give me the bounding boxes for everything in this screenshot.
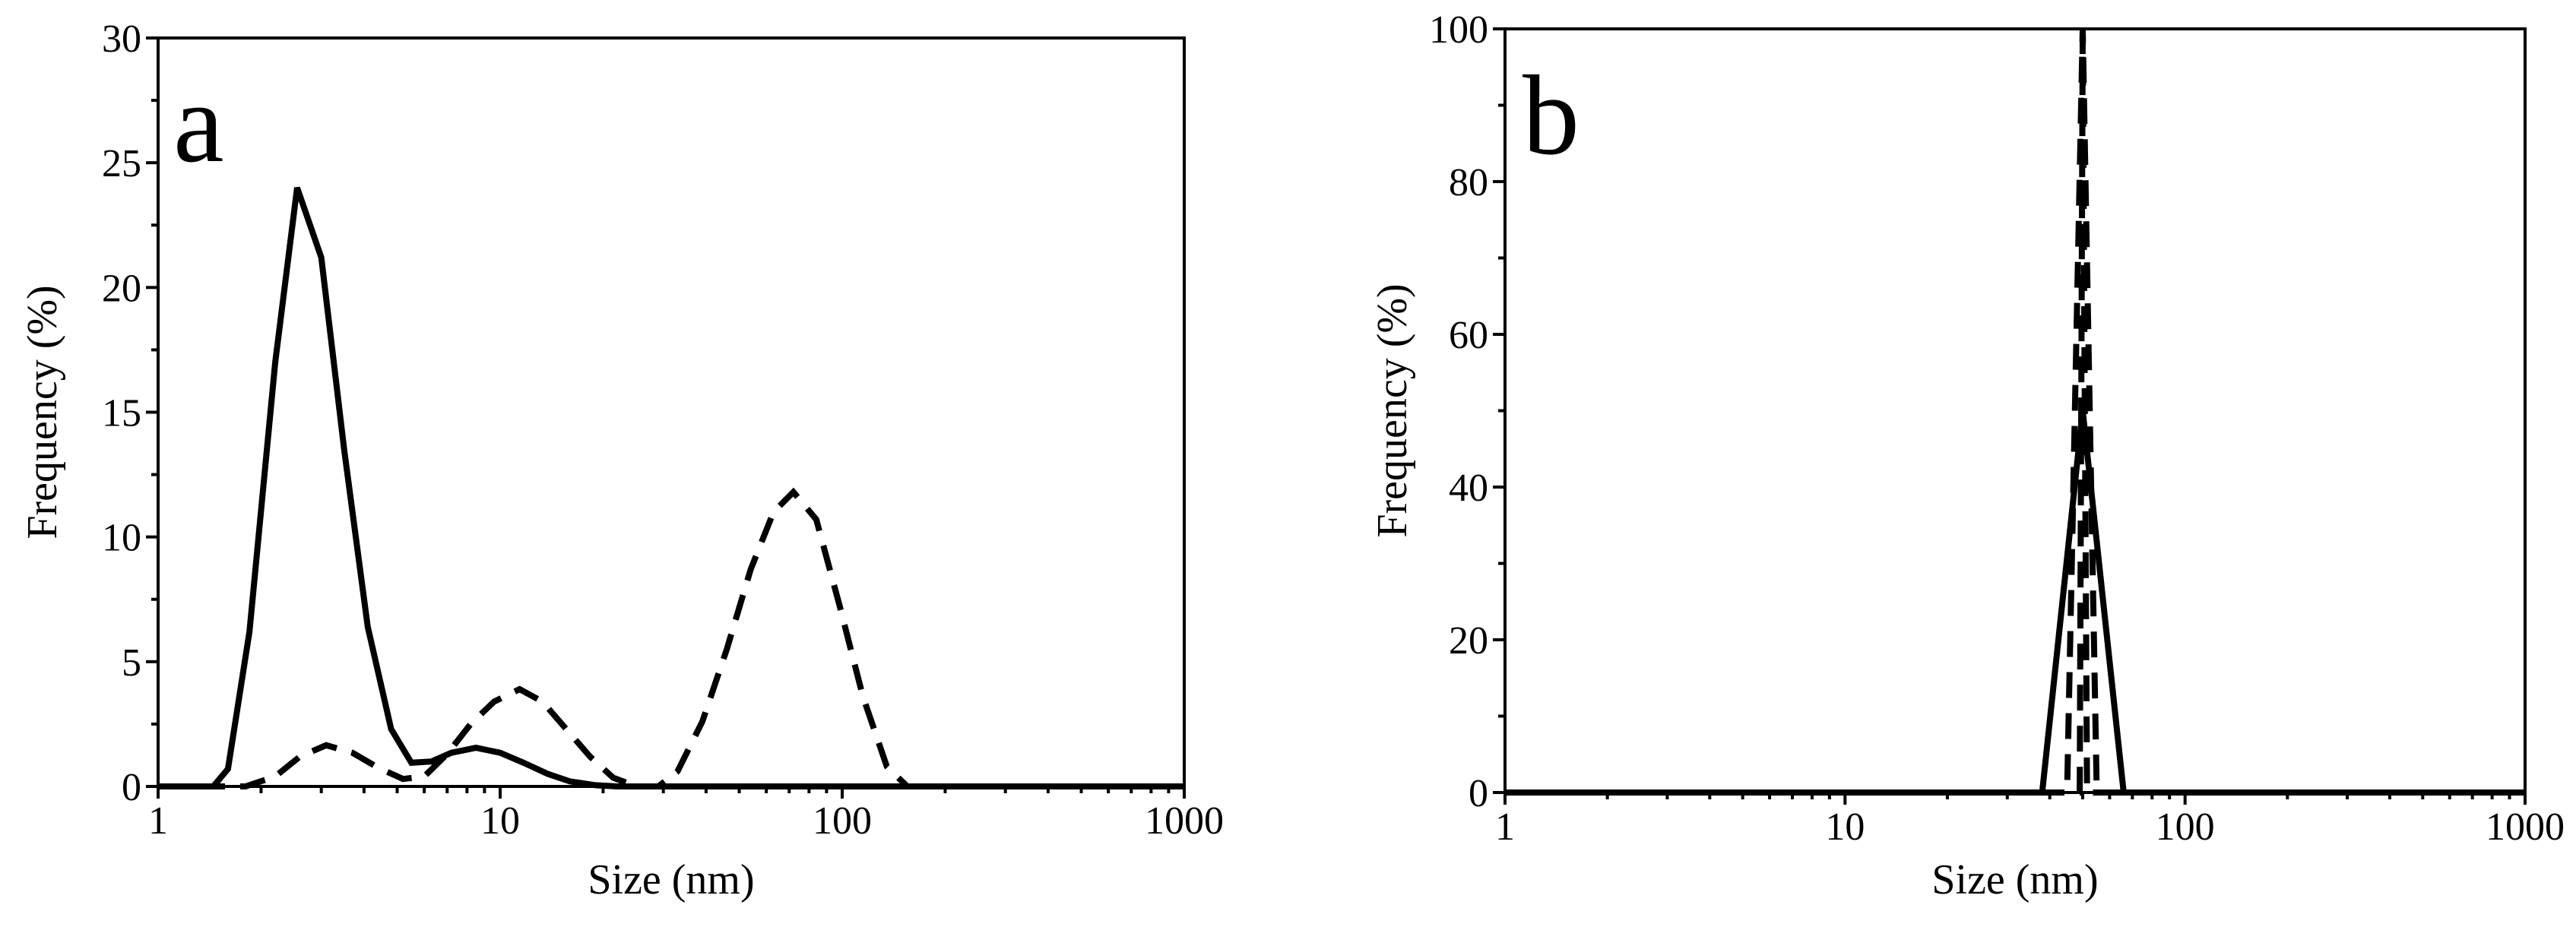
y-tick-labels-b: 0 20 40 60 80 100: [1429, 8, 1488, 815]
y-tick-label: 80: [1449, 161, 1488, 204]
y-tick-label: 20: [102, 267, 141, 310]
ticks-layer-b: [1493, 27, 2527, 805]
y-tick-label: 10: [102, 517, 141, 560]
x-tick-label: 1: [148, 799, 168, 843]
y-axis-title-a: Frequency (%): [19, 285, 66, 539]
y-tick-label: 5: [122, 641, 141, 685]
chart-panel-a: 0 5 10 15 20 25 30 1 10 100 1000 Size (n…: [19, 17, 1224, 903]
y-tick-label: 0: [1469, 772, 1488, 815]
panel-label-b: b: [1522, 52, 1580, 179]
x-tick-label: 100: [2156, 805, 2215, 849]
y-tick-label: 100: [1429, 8, 1488, 52]
y-tick-label: 30: [102, 17, 141, 61]
x-tick-label: 1000: [1145, 799, 1224, 843]
x-tick-label: 10: [1825, 805, 1865, 849]
x-tick-label: 1: [1495, 805, 1515, 849]
y-tick-labels-a: 0 5 10 15 20 25 30: [102, 17, 141, 809]
x-axis-title-b: Size (nm): [1931, 856, 2098, 903]
y-axis-title-b: Frequency (%): [1369, 283, 1416, 537]
y-tick-label: 60: [1449, 314, 1488, 357]
ticks-layer-a: [146, 36, 1186, 799]
y-tick-label: 15: [102, 392, 141, 435]
y-tick-label: 25: [102, 142, 141, 185]
y-tick-label: 0: [122, 766, 141, 809]
chart-panel-b: 0 20 40 60 80 100 1 10 100 1000 Size (nm…: [1369, 8, 2565, 903]
y-tick-label: 20: [1449, 619, 1488, 663]
series-line-solid-1: [158, 186, 1184, 789]
panel-label-a: a: [173, 60, 224, 186]
x-tick-labels-a: 1 10 100 1000: [148, 799, 1224, 843]
x-tick-labels-b: 1 10 100 1000: [1495, 805, 2565, 849]
series-layer-a: [158, 186, 1184, 789]
x-tick-label: 10: [480, 799, 520, 843]
x-tick-label: 1000: [2486, 805, 2565, 849]
series-line-dashed-2: [158, 487, 1184, 789]
x-tick-label: 100: [813, 799, 872, 843]
x-axis-title-a: Size (nm): [588, 856, 754, 903]
y-tick-label: 40: [1449, 467, 1488, 510]
